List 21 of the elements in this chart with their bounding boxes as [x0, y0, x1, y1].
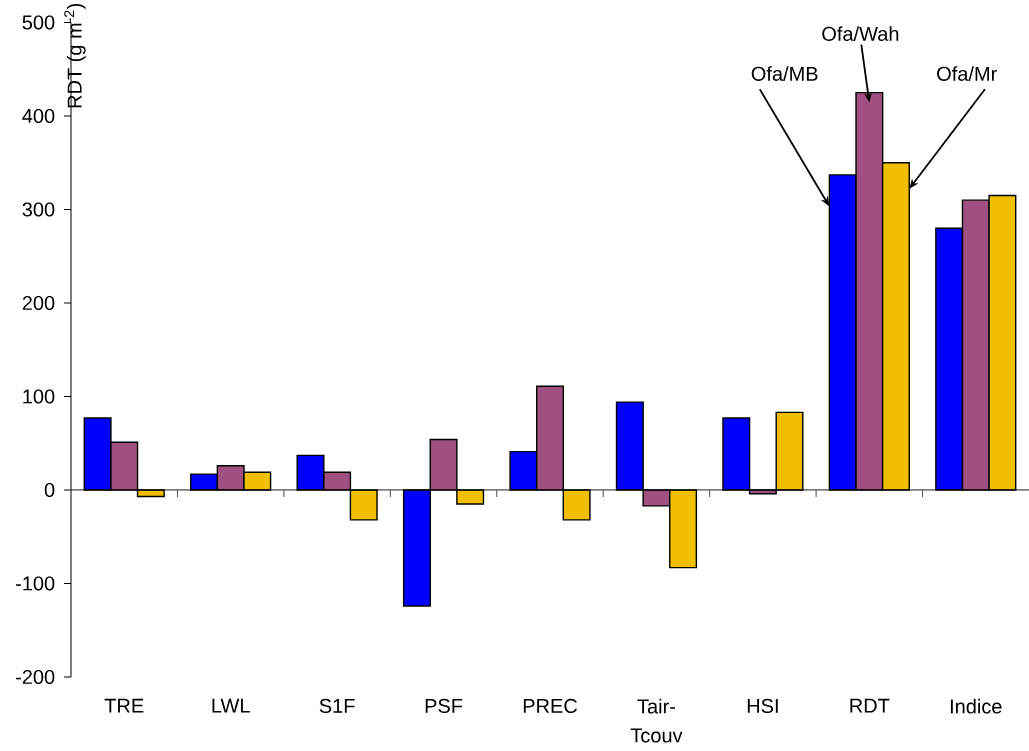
y-tick-label: 100 — [23, 389, 55, 404]
y-tick-label: -200 — [16, 669, 55, 685]
x-tick-label: S1F — [319, 698, 355, 713]
x-tick-label: RDT — [850, 698, 890, 713]
y-tick-label: -100 — [16, 576, 55, 591]
text: Ofa/MB — [751, 66, 818, 81]
x-tick-label: TRE — [104, 698, 144, 713]
x-tick-label: Tair-Tcouv — [630, 698, 683, 743]
y-tick-label: 300 — [22, 202, 55, 217]
y-tick-label: 400 — [22, 108, 55, 124]
x-tick-label: PREC — [523, 698, 578, 713]
x-tick-label: PSF — [425, 698, 463, 713]
text: Ofa/Mr — [937, 66, 997, 81]
y-axis-title: RDT (g m$^{-2}$) — [64, 3, 86, 108]
text: Ofa/Wah — [822, 26, 899, 41]
y-tick-label: 0 — [44, 482, 55, 498]
x-tick-label: Indice — [950, 698, 1002, 714]
y-tick-label: 500 — [22, 15, 55, 30]
x-tick-label: HSI — [747, 698, 778, 713]
x-tick-label: LWL — [212, 698, 250, 713]
y-tick-label: 200 — [22, 295, 55, 311]
